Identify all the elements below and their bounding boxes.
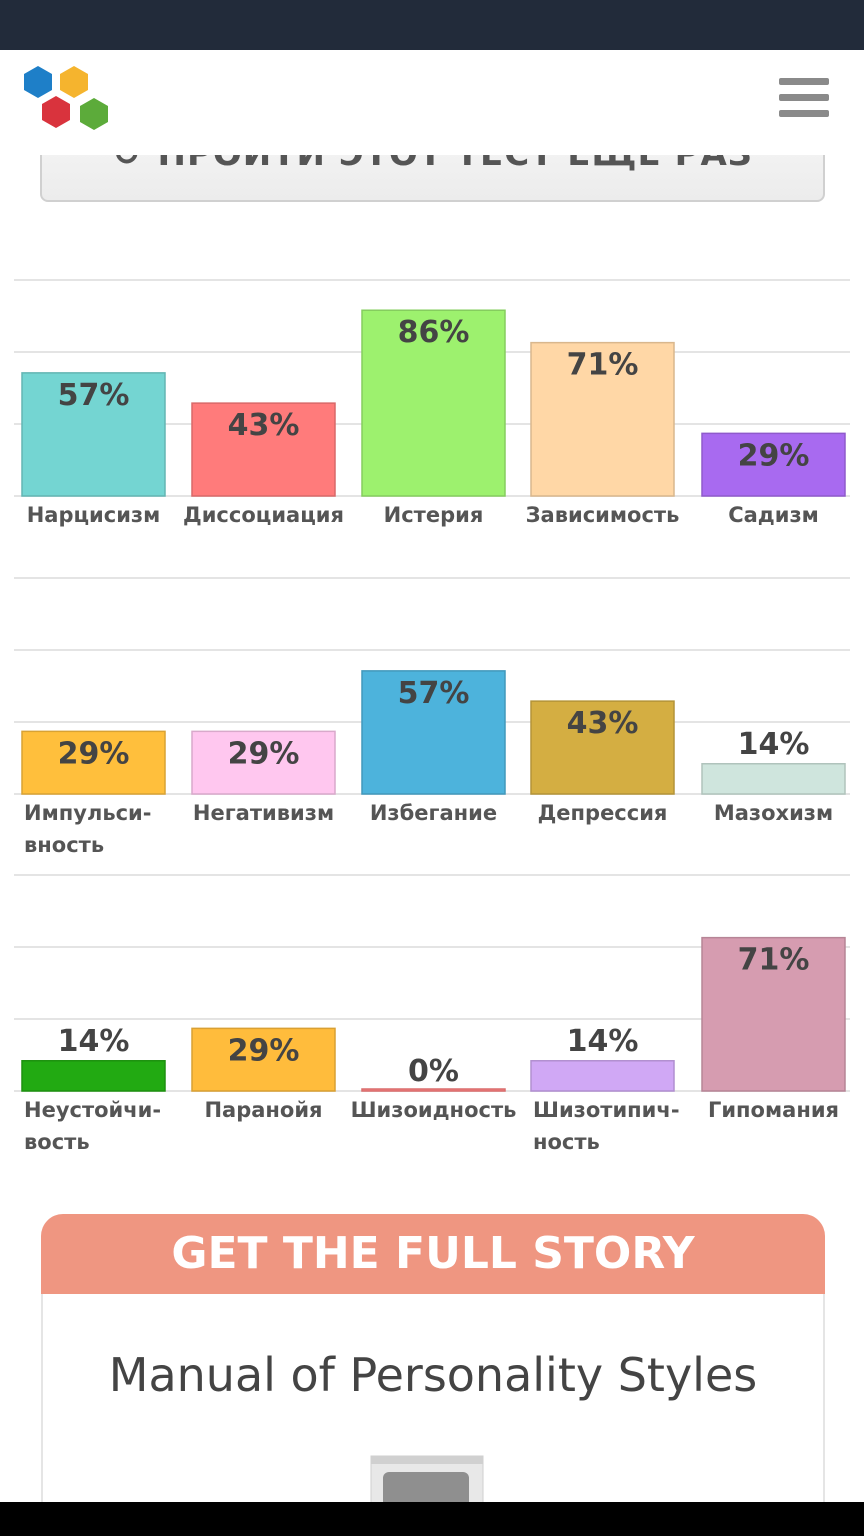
tick-label: Импульси- xyxy=(24,801,151,825)
bar xyxy=(701,432,846,497)
data-label: 29% xyxy=(738,438,810,473)
tick-label: Шизоидность xyxy=(351,1098,517,1122)
hexagon-logo[interactable] xyxy=(18,64,118,140)
bar xyxy=(530,341,675,497)
bar xyxy=(530,700,675,795)
tick-label: Гипомания xyxy=(708,1098,839,1122)
tick-label: Мазохизм xyxy=(714,801,833,825)
hamburger-icon xyxy=(779,78,829,85)
bar xyxy=(530,1060,675,1092)
status-bar xyxy=(0,0,864,50)
bar xyxy=(701,763,846,795)
tick-label: ность xyxy=(533,1130,600,1154)
top-navigation xyxy=(0,50,864,155)
data-label: 29% xyxy=(228,736,300,771)
tick-label: Паранойя xyxy=(204,1098,322,1122)
tick-label: Садизм xyxy=(728,503,819,527)
bar xyxy=(21,1060,166,1092)
full-story-card: Manual of Personality Styles xyxy=(41,1294,825,1534)
bar xyxy=(701,936,846,1092)
tick-label: Истерия xyxy=(384,503,484,527)
data-label: 71% xyxy=(567,348,639,383)
bar xyxy=(191,730,336,795)
data-label: 29% xyxy=(58,736,130,771)
full-story-banner[interactable]: GET THE FULL STORY xyxy=(41,1214,825,1294)
tick-label: вость xyxy=(24,1130,90,1154)
data-label: 86% xyxy=(398,315,470,350)
bar xyxy=(361,670,506,795)
hamburger-menu-button[interactable] xyxy=(776,78,832,126)
data-label: 14% xyxy=(58,1024,130,1059)
data-label: 57% xyxy=(398,676,470,711)
bar xyxy=(191,1027,336,1092)
data-label: 43% xyxy=(228,408,300,443)
tick-label: Нарцисизм xyxy=(27,503,161,527)
bar xyxy=(361,309,506,497)
data-label: 14% xyxy=(738,727,810,762)
bar xyxy=(361,1088,506,1092)
data-label: 57% xyxy=(58,378,130,413)
data-label: 0% xyxy=(408,1054,459,1089)
tick-label: Неустойчи- xyxy=(24,1098,161,1122)
data-label: 29% xyxy=(228,1033,300,1068)
tick-label: Депрессия xyxy=(538,801,668,825)
data-label: 14% xyxy=(567,1024,639,1059)
tick-label: Избегание xyxy=(370,801,497,825)
tick-label: Диссоциация xyxy=(183,503,344,527)
system-navigation-bar xyxy=(0,1502,864,1536)
tick-label: вность xyxy=(24,833,104,857)
personality-bar-charts: 57% Нарцисизм 43% Диссоциация 86% Истерия 71% З… xyxy=(14,279,850,1154)
tick-label: Негативизм xyxy=(193,801,334,825)
tick-label: Шизотипич- xyxy=(533,1098,680,1122)
data-label: 43% xyxy=(567,706,639,741)
book-title[interactable]: Manual of Personality Styles xyxy=(108,1348,758,1402)
bar xyxy=(21,730,166,795)
bar xyxy=(191,402,336,497)
full-story-header: GET THE FULL STORY xyxy=(171,1228,695,1279)
tick-label: Зависимость xyxy=(526,503,680,527)
data-label: 71% xyxy=(738,943,810,978)
bar xyxy=(21,372,166,497)
